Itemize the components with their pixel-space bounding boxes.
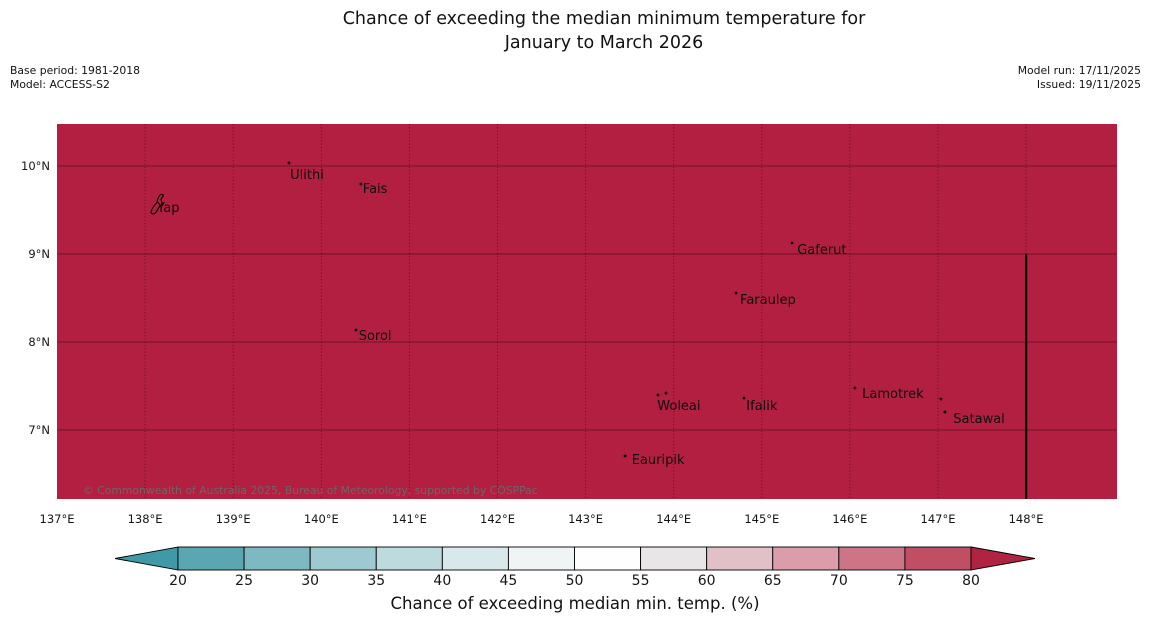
x-tick-label: 138°E — [127, 512, 163, 526]
figure-title-line2: January to March 2026 — [504, 33, 704, 53]
meta-left: Base period: 1981-2018 Model: ACCESS-S2 — [10, 64, 140, 91]
place-label-satawal: Satawal — [953, 411, 1005, 427]
place-label-yap: Yap — [157, 201, 180, 217]
colorbar-tick-label: 60 — [697, 573, 716, 589]
island-marker — [943, 410, 947, 414]
colorbar-over-arrow — [970, 546, 1036, 571]
colorbar-tick-label: 45 — [499, 573, 518, 589]
place-label-ifalik: Ifalik — [746, 399, 778, 415]
island-marker — [359, 182, 363, 186]
colorbar-tick-label: 20 — [169, 573, 187, 589]
place-label-woleai: Woleai — [657, 399, 701, 415]
colorbar-tick-label: 40 — [433, 573, 452, 589]
y-tick-label: 8°N — [28, 335, 50, 349]
island-marker — [664, 391, 668, 395]
colorbar-tick-label: 35 — [367, 573, 386, 589]
colorbar-segment — [243, 546, 311, 571]
copyright-text: © Commonwealth of Australia 2025, Bureau… — [83, 484, 538, 497]
island-marker — [790, 241, 794, 245]
colorbar-tick-label: 80 — [962, 573, 980, 589]
place-label-lamotrek: Lamotrek — [862, 386, 924, 402]
colorbar-segment — [309, 546, 377, 571]
colorbar-segment — [441, 546, 509, 571]
x-tick-label: 146°E — [832, 512, 868, 526]
base-period-text: Base period: 1981-2018 — [10, 64, 141, 77]
place-label-faraulep: Faraulep — [740, 292, 796, 308]
map-canvas: Yap Ulithi Fais Gaferut Faraulep Sorol Woleai I… — [57, 124, 1117, 499]
place-label-eauripik: Eauripik — [631, 452, 685, 468]
x-tick-label: 147°E — [920, 512, 956, 526]
island-marker — [623, 454, 627, 458]
colorbar-segment — [640, 546, 708, 571]
x-tick-label: 141°E — [391, 512, 427, 526]
place-label-sorol: Sorol — [358, 328, 392, 344]
island-marker — [742, 396, 746, 400]
place-label-ulithi: Ulithi — [290, 168, 324, 184]
colorbar-tick-label: 50 — [565, 573, 584, 589]
model-run-text: Model run: 17/11/2025 — [1017, 64, 1141, 77]
map-grid-and-markers — [57, 124, 1117, 499]
island-marker — [853, 386, 857, 390]
x-tick-label: 140°E — [303, 512, 339, 526]
place-label-fais: Fais — [362, 182, 388, 198]
x-tick-label: 142°E — [480, 512, 515, 526]
x-tick-label: 143°E — [568, 512, 604, 526]
x-tick-label: 139°E — [215, 512, 251, 526]
y-tick-label: 10°N — [21, 159, 50, 173]
colorbar-segment — [177, 546, 245, 571]
x-tick-label: 144°E — [656, 512, 692, 526]
model-text: Model: ACCESS-S2 — [10, 77, 110, 91]
colorbar-segment — [838, 546, 906, 571]
colorbar-tick-label: 25 — [235, 573, 253, 589]
colorbar-tick-label: 30 — [301, 573, 320, 589]
colorbar-segment — [375, 546, 443, 571]
figure-title: Chance of exceeding the median minimum t… — [58, 7, 1150, 55]
x-tick-label: 137°E — [39, 512, 75, 526]
colorbar-tick-label: 75 — [895, 573, 914, 589]
colorbar-segment — [574, 546, 642, 571]
colorbar-under-arrow — [114, 546, 179, 571]
meta-right: Model run: 17/11/2025 Issued: 19/11/2025 — [1018, 64, 1141, 91]
island-marker — [656, 393, 660, 397]
figure-title-line1: Chance of exceeding the median minimum t… — [342, 9, 866, 29]
colorbar-segment — [706, 546, 774, 571]
colorbar-segment — [507, 546, 575, 571]
island-marker — [287, 161, 291, 165]
colorbar-scale — [114, 546, 1036, 571]
x-tick-label: 145°E — [744, 512, 780, 526]
place-label-gaferut: Gaferut — [797, 243, 847, 258]
island-marker — [734, 291, 738, 295]
y-tick-label: 7°N — [28, 423, 50, 437]
x-tick-label: 148°E — [1008, 512, 1044, 526]
colorbar: 20 25 30 35 40 45 50 55 60 65 70 75 80 Chance of exc… — [114, 546, 1036, 626]
colorbar-tick-label: 55 — [631, 573, 650, 589]
colorbar-segment — [904, 546, 972, 571]
map-fill — [57, 124, 1117, 499]
colorbar-tick-label: 70 — [829, 573, 848, 589]
issued-text: Issued: 19/11/2025 — [1036, 77, 1141, 91]
island-marker — [354, 328, 358, 332]
colorbar-tick-label: 65 — [763, 573, 782, 589]
colorbar-label: Chance of exceeding median min. temp. (%… — [390, 594, 760, 613]
y-tick-label: 9°N — [28, 247, 50, 261]
island-marker — [939, 397, 943, 401]
yap-island-outline — [150, 193, 164, 215]
colorbar-segment — [772, 546, 840, 571]
